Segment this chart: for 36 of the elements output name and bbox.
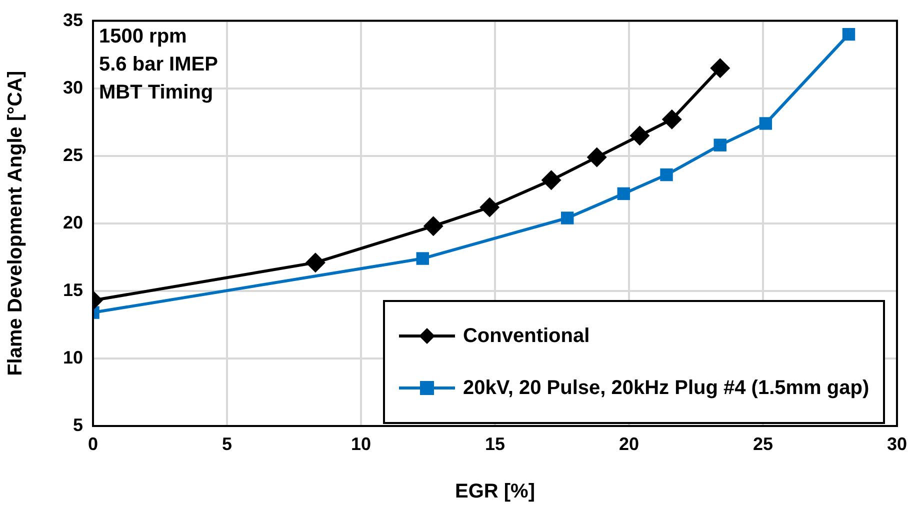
y-tick-label: 25 <box>62 144 83 165</box>
point <box>617 187 630 200</box>
y-tick-label: 15 <box>62 280 83 300</box>
point <box>660 168 673 182</box>
legend-label: 20kV, 20 Pulse, 20kHz Plug #4 (1.5mm gap) <box>462 376 870 400</box>
point <box>710 58 730 78</box>
x-tick-label: 0 <box>88 434 98 454</box>
legend-label: Conventional <box>462 324 590 348</box>
y-axis-title: Flame Development Angle [°CA] <box>4 70 27 376</box>
point <box>759 117 772 130</box>
x-tick-label: 5 <box>222 434 232 454</box>
point <box>586 147 607 168</box>
point <box>662 109 682 130</box>
x-axis-title: EGR [%] <box>454 480 535 503</box>
y-tick-label: 10 <box>62 347 83 368</box>
point <box>541 170 562 190</box>
annotation: 5.6 bar IMEP <box>99 53 218 76</box>
x-tick-label: 30 <box>886 434 908 454</box>
y-tick-label: 30 <box>62 77 83 98</box>
x-tick-label: 10 <box>350 434 372 454</box>
point <box>842 28 856 41</box>
x-tick-label: 20 <box>618 434 640 454</box>
y-tick-label: 5 <box>72 414 83 435</box>
point <box>480 197 500 218</box>
annotation: MBT Timing <box>99 81 214 104</box>
x-tick-label: 15 <box>484 434 506 454</box>
point <box>714 138 726 152</box>
y-tick-label: 20 <box>62 212 83 232</box>
point <box>630 126 650 146</box>
point <box>560 212 574 224</box>
point <box>416 252 429 265</box>
point <box>305 252 326 273</box>
annotation: 1500 rpm <box>99 25 187 48</box>
x-tick-label: 25 <box>752 434 774 454</box>
y-tick-label: 35 <box>62 10 83 30</box>
point <box>423 216 444 236</box>
